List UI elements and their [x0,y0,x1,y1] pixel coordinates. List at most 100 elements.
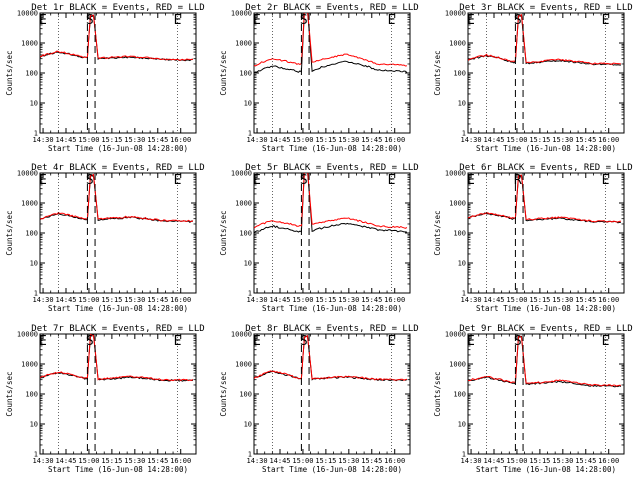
y-tick-label: 100 [25,391,38,399]
y-tick-label: 10 [458,100,466,108]
interval-label-2: R [514,173,522,188]
series-line-events [40,14,193,62]
interval-label-2: S [514,334,522,349]
plot-frame [467,12,625,134]
x-tick-label: 15:15 [101,457,122,465]
series-line-events [254,173,407,234]
series-line-lld [40,173,194,223]
y-tick-label: 1 [34,290,38,298]
series-line-lld [40,14,194,61]
y-tick-label: 10 [244,100,252,108]
x-tick-label: 15:45 [147,136,168,144]
x-tick-label: 14:45 [55,457,76,465]
x-axis-label: Start Time (16-Jun-08 14:28:00) [476,304,616,313]
x-tick-label: 14:45 [269,296,290,304]
x-tick-label: 15:00 [506,296,527,304]
x-tick-label: 15:00 [78,457,99,465]
x-axis-label: Start Time (16-Jun-08 14:28:00) [48,304,188,313]
x-tick-label: 15:30 [338,296,359,304]
series-line-lld [254,334,407,381]
y-tick-label: 1 [462,290,466,298]
y-tick-label: 1000 [21,40,38,48]
y-axis-label: Counts/sec [219,50,228,95]
panel-title: Det 3r BLACK = Events, RED = LLD [459,3,632,13]
x-tick-label: 15:00 [292,136,313,144]
x-tick-label: 14:30 [247,296,268,304]
interval-label-3: E [602,13,610,28]
x-axis-label: Start Time (16-Jun-08 14:28:00) [262,304,402,313]
y-tick-label: 10000 [231,10,252,18]
interval-label-1: E [467,334,475,349]
x-axis-label: Start Time (16-Jun-08 14:28:00) [48,144,188,153]
x-tick-label: 16:00 [170,296,191,304]
x-tick-label: 15:15 [315,296,336,304]
series-line-events [254,335,408,382]
y-tick-label: 1000 [21,200,38,208]
x-tick-label: 16:00 [170,457,191,465]
interval-label-2: S [300,334,308,349]
x-tick-label: 15:30 [338,457,359,465]
plot-frame [39,12,197,134]
x-tick-label: 15:30 [124,296,145,304]
interval-label-1: E [39,173,47,188]
y-tick-label: 1000 [449,361,466,369]
x-tick-label: 14:30 [33,457,54,465]
series-line-events [40,334,193,382]
series-line-lld [468,174,621,223]
x-tick-label: 16:00 [170,136,191,144]
x-tick-label: 16:00 [384,296,405,304]
x-tick-label: 15:30 [552,296,573,304]
x-tick-label: 15:15 [101,136,122,144]
y-tick-label: 1000 [449,200,466,208]
x-tick-label: 15:30 [124,457,145,465]
x-tick-label: 15:45 [361,457,382,465]
plot-frame [253,333,411,455]
y-tick-label: 10000 [445,170,466,178]
plot-frame [253,12,411,134]
y-tick-label: 10 [244,421,252,429]
interval-label-2: S [514,13,522,28]
y-tick-label: 10000 [17,170,38,178]
panel-title: Det 5r BLACK = Events, RED = LLD [245,163,418,173]
y-tick-label: 1 [34,130,38,138]
x-tick-label: 14:30 [33,136,54,144]
x-tick-label: 16:00 [598,457,619,465]
interval-label-1: E [253,13,261,28]
x-tick-label: 14:45 [55,136,76,144]
y-tick-label: 100 [239,70,252,78]
y-tick-label: 1000 [235,200,252,208]
y-tick-label: 10000 [17,10,38,18]
x-tick-label: 15:45 [147,457,168,465]
x-tick-label: 15:45 [575,136,596,144]
x-tick-label: 14:30 [33,296,54,304]
panel-2: Det 2r BLACK = Events, RED = LLD 1 10 100 10… [219,3,419,153]
y-tick-label: 1 [462,451,466,459]
x-tick-label: 15:15 [529,296,550,304]
panel-title: Det 6r BLACK = Events, RED = LLD [459,163,632,173]
panel-3: Det 3r BLACK = Events, RED = LLD 1 10 100 10… [433,3,633,153]
series-line-events [468,15,621,66]
y-tick-label: 100 [239,391,252,399]
series-line-events [468,335,622,388]
panel-9: Det 9r BLACK = Events, RED = LLD 1 10 100 10… [433,324,633,474]
panel-6: Det 6r BLACK = Events, RED = LLD 1 10 100 10… [433,163,633,313]
plot-frame [39,333,197,455]
x-tick-label: 14:45 [483,136,504,144]
panel-title: Det 1r BLACK = Events, RED = LLD [31,3,204,13]
y-tick-label: 10000 [445,10,466,18]
panel-title: Det 2r BLACK = Events, RED = LLD [245,3,418,13]
y-tick-label: 1 [248,451,252,459]
x-tick-label: 14:45 [483,457,504,465]
y-tick-label: 10000 [17,331,38,339]
panel-title: Det 8r BLACK = Events, RED = LLD [245,324,418,334]
y-axis-label: Counts/sec [219,371,228,416]
panel-8: Det 8r BLACK = Events, RED = LLD 1 10 100 10… [219,324,419,474]
interval-label-1: E [39,13,47,28]
y-tick-label: 10 [30,260,38,268]
y-axis-label: Counts/sec [5,371,14,416]
series-line-lld [468,335,621,387]
x-tick-label: 15:45 [575,457,596,465]
y-tick-label: 10000 [231,170,252,178]
interval-label-3: E [602,334,610,349]
